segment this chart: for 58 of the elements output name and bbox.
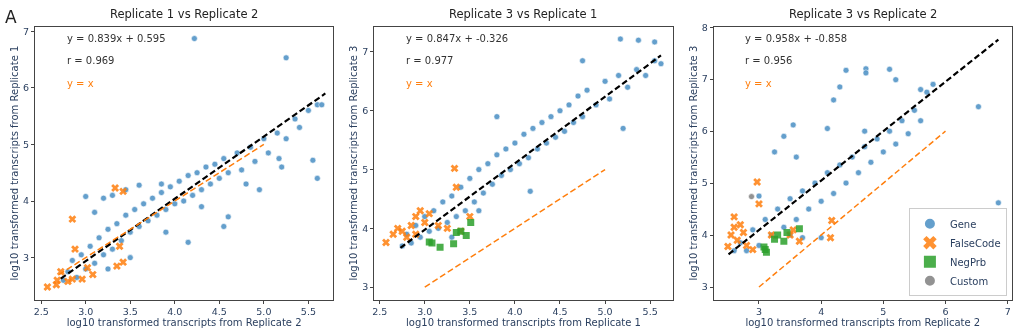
text: y = x <box>745 78 772 89</box>
y-axis-title: log10 transformed transcripts from Replicate 1 <box>8 45 20 281</box>
y-tick-label: 3 <box>22 251 30 263</box>
legend-label: Custom <box>949 275 989 287</box>
legend-label: Gene <box>949 218 977 230</box>
x-tick-label: 5.0 <box>256 305 272 317</box>
y-tick-label: 4 <box>701 229 708 241</box>
y-axis-title: log10 transformed transcripts from Replicate 3 <box>687 45 699 281</box>
annotation: r = 0.977 <box>406 55 454 66</box>
x-axis-title: log10 transformed transcripts from Replicate 2 <box>745 316 981 328</box>
annotation: y = 0.958x + -0.858 <box>745 33 848 44</box>
annotation: y = 0.847x + -0.326 <box>406 33 509 44</box>
x-tick-label: 4.5 <box>211 305 227 317</box>
x-tick-label: 6 <box>942 305 949 317</box>
y-tick-label: 6 <box>22 82 30 94</box>
x-tick-label: 4.0 <box>507 305 523 317</box>
y-tick-label: 4 <box>22 195 30 207</box>
text: A <box>5 7 17 27</box>
x-axis-title: log10 transformed transcripts from Replicate 1 <box>406 316 641 328</box>
x-tick-label: 3.5 <box>122 305 138 317</box>
y-tick-label: 3 <box>362 281 369 293</box>
y-tick-label: 5 <box>362 163 369 175</box>
text: y = x <box>67 78 94 89</box>
y-axis-title: log10 transformed transcripts from Replicate 3 <box>348 45 360 281</box>
y-tick-label: 5 <box>22 138 30 150</box>
x-tick-label: 2.5 <box>33 305 49 317</box>
y-tick-label: 7 <box>701 73 708 85</box>
annotation: r = 0.956 <box>745 55 793 66</box>
x-tick-label: 3.0 <box>78 305 94 317</box>
x-tick-label: 5.5 <box>642 305 658 317</box>
x-tick-label: 3.5 <box>462 305 478 317</box>
text: y = x <box>406 78 433 89</box>
y-tick-label: 3 <box>701 281 708 293</box>
chart-title: Replicate 1 vs Replicate 2 <box>110 7 259 21</box>
y-tick-label: 4 <box>362 222 369 234</box>
chart-title: Replicate 3 vs Replicate 1 <box>449 7 598 21</box>
x-tick-label: 4 <box>818 305 825 317</box>
y-tick-label: 6 <box>362 105 369 117</box>
x-tick-label: 2.5 <box>372 305 388 317</box>
x-tick-label: 5.0 <box>597 305 613 317</box>
annotation: r = 0.969 <box>67 55 115 66</box>
y-tick-label: 5 <box>701 177 708 189</box>
annotation: y = 0.839x + 0.595 <box>67 33 166 44</box>
y-tick-label: 8 <box>701 21 708 33</box>
x-tick-label: 3 <box>755 305 763 317</box>
legend-label: FalseCode <box>949 237 1001 249</box>
x-axis-title: log10 transformed transcripts from Replicate 2 <box>66 316 302 328</box>
x-tick-label: 4.5 <box>552 305 568 317</box>
x-tick-label: 7 <box>1004 305 1011 317</box>
y-tick-label: 6 <box>701 125 708 137</box>
x-tick-label: 5 <box>880 305 887 317</box>
chart-title: Replicate 3 vs Replicate 2 <box>789 7 938 21</box>
x-tick-label: 3.0 <box>417 305 433 317</box>
legend-label: NegPrb <box>949 256 987 268</box>
x-tick-label: 5.5 <box>300 305 316 317</box>
y-tick-label: 7 <box>362 46 369 58</box>
x-tick-label: 4.0 <box>167 305 183 317</box>
y-tick-label: 7 <box>22 25 30 37</box>
